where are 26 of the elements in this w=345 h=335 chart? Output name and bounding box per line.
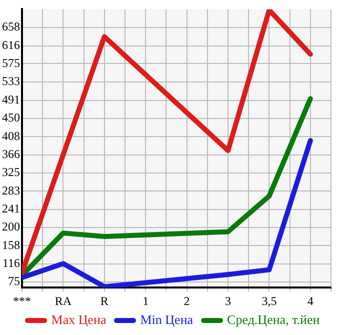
x-tick-label: R [100, 294, 108, 308]
y-tick-label: 616 [2, 38, 20, 52]
y-tick-label: 450 [2, 110, 20, 124]
y-tick-label: 575 [2, 56, 20, 70]
x-tick-label: 3 [225, 294, 231, 308]
x-tick-label: 2 [184, 294, 190, 308]
y-tick-label: 366 [2, 147, 20, 162]
x-tick-label: 1 [142, 294, 149, 308]
legend-label: Max Цена [51, 312, 106, 328]
x-tick-label: *** [13, 294, 31, 308]
y-tick-label: 325 [2, 164, 20, 179]
y-tick-label: 158 [2, 238, 20, 252]
y-tick-label: 491 [2, 92, 20, 107]
y-tick-label: 658 [2, 20, 20, 34]
legend-label: Min Цена [140, 312, 194, 328]
x-tick-label: 4 [307, 294, 314, 308]
y-tick-label: 533 [2, 74, 20, 88]
y-tick-label: 283 [2, 183, 20, 198]
legend-label: Сред.Цена, т.йен [227, 312, 320, 328]
y-tick-label: 241 [2, 202, 20, 216]
x-tick-label: RA [54, 294, 72, 308]
y-tick-label: 200 [2, 220, 20, 234]
x-tick-label: 3,5 [262, 294, 277, 308]
y-tick-label: 408 [2, 128, 20, 143]
y-tick-label: 75 [8, 274, 20, 288]
y-tick-label: 116 [2, 256, 20, 270]
